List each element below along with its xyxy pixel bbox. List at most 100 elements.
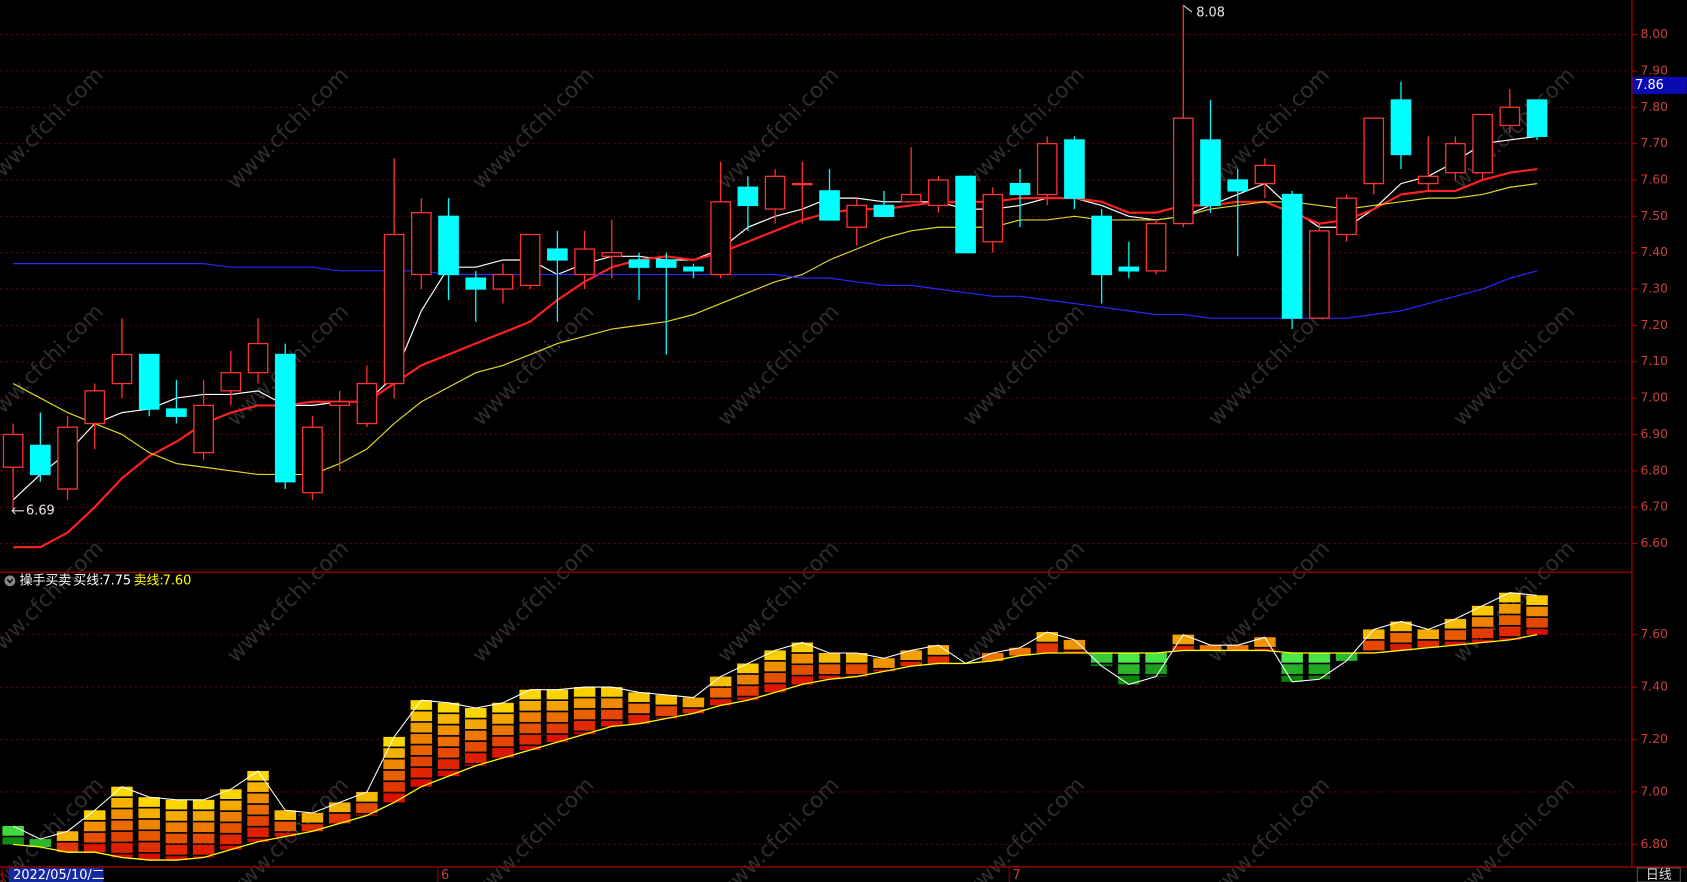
band-bar-segment	[546, 712, 569, 722]
band-bar-segment	[410, 711, 433, 722]
candle-body	[1064, 139, 1085, 199]
band-bar-segment	[492, 702, 514, 713]
band-bar-segment	[56, 842, 79, 853]
band-bar-segment	[111, 820, 133, 831]
period-label[interactable]: 日线	[1646, 868, 1672, 882]
band-bar-segment	[410, 745, 433, 756]
band-bar-segment	[737, 686, 759, 696]
band-bar-segment	[791, 642, 814, 653]
band-bar-segment	[1526, 606, 1548, 617]
band-bar-segment	[437, 747, 460, 758]
candle-body	[111, 353, 133, 385]
band-bar-segment	[519, 700, 541, 711]
band-bar-segment	[138, 808, 160, 819]
band-bar-segment	[1090, 652, 1113, 663]
band-bar-segment	[111, 831, 133, 842]
candle-body	[846, 204, 868, 228]
band-bar-segment	[1471, 639, 1494, 643]
band-bar-segment	[546, 734, 569, 743]
x-tick-label: 7	[1012, 868, 1020, 882]
candle-body	[1363, 117, 1385, 185]
buy-line	[12, 592, 1538, 840]
band-bar-segment	[492, 736, 514, 747]
candle-body	[1254, 164, 1276, 185]
band-bar-segment	[247, 782, 269, 792]
band-bar-segment	[1390, 621, 1412, 632]
band-bar-segment	[1172, 634, 1195, 645]
y-tick-label: 6.80	[1641, 463, 1669, 477]
band-bar-segment	[1499, 615, 1521, 625]
band-bar-segment	[410, 722, 433, 733]
band-bar-segment	[220, 834, 242, 845]
band-bar-segment	[274, 821, 297, 832]
band-bar-segment	[437, 736, 460, 747]
candle-body	[1309, 230, 1330, 319]
band-bar-segment	[247, 838, 269, 842]
candle-body	[655, 259, 677, 268]
band-bar-segment	[84, 844, 106, 853]
y-tick-label: 6.60	[1641, 536, 1669, 550]
band-bar-segment	[1199, 645, 1222, 651]
band-bar-segment	[1063, 639, 1086, 650]
band-bar-segment	[546, 700, 569, 711]
band-bar-segment	[29, 839, 52, 847]
candle-body	[1009, 182, 1031, 196]
band-bar-segment	[546, 689, 569, 700]
band-bar-segment	[1499, 592, 1521, 603]
candle-body	[247, 342, 269, 374]
candle-body	[465, 277, 487, 290]
collapse-icon[interactable]	[4, 575, 16, 587]
band-bar-segment	[1417, 640, 1439, 648]
band-bar-segment	[1417, 629, 1439, 640]
band-bar-segment	[138, 797, 160, 807]
band-bar-segment	[519, 746, 541, 750]
candle-body	[1417, 175, 1439, 185]
candle-body	[329, 401, 351, 407]
band-bar-segment	[464, 753, 487, 763]
band-bar-segment	[1226, 645, 1249, 651]
band-bar-segment	[492, 714, 514, 724]
band-bar-segment	[519, 734, 541, 745]
band-bar-segment	[1308, 675, 1331, 680]
candle-body	[274, 353, 296, 483]
period-box[interactable]	[1636, 867, 1681, 882]
band-bar-segment	[84, 821, 106, 832]
candle-body	[302, 426, 323, 494]
band-bar-segment	[111, 809, 133, 819]
band-bar-segment	[1145, 652, 1167, 663]
y-tick-label: 7.60	[1641, 627, 1669, 641]
band-bar-segment	[1444, 641, 1467, 646]
band-bar-segment	[737, 697, 759, 701]
band-bar-segment	[356, 803, 378, 813]
band-bar-segment	[84, 810, 106, 820]
band-bar-segment	[573, 687, 596, 697]
x-tick-label: 6	[441, 868, 449, 882]
band-bar-segment	[383, 748, 405, 758]
band-bar-segment	[1308, 652, 1331, 663]
band-bar-segment	[1118, 652, 1140, 663]
band-bar-segment	[1471, 617, 1494, 627]
band-bar-segment	[410, 756, 433, 767]
band-bar-segment	[165, 856, 188, 861]
y-tick-label: 7.10	[1641, 354, 1669, 368]
band-bar-segment	[84, 832, 106, 843]
band-bar-segment	[601, 687, 623, 697]
candle-body	[2, 433, 24, 468]
band-bar-segment	[437, 702, 460, 713]
band-bar-segment	[410, 767, 433, 778]
band-bar-segment	[1444, 618, 1467, 629]
band-bar-segment	[573, 698, 596, 709]
band-bar-segment	[982, 652, 1004, 661]
band-bar-segment	[1308, 664, 1331, 674]
band-bar-segment	[873, 669, 895, 672]
band-bar-segment	[573, 709, 596, 720]
band-bar-segment	[682, 708, 705, 714]
band-bar-segment	[1526, 629, 1548, 635]
band-bar-segment	[655, 694, 677, 705]
band-bar-segment	[1390, 632, 1412, 643]
candle-body	[900, 193, 922, 203]
band-bar-segment	[165, 811, 188, 821]
band-bar-segment	[192, 844, 215, 855]
band-bar-segment	[737, 674, 759, 685]
